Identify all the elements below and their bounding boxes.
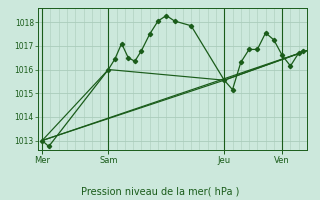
- Text: Pression niveau de la mer( hPa ): Pression niveau de la mer( hPa ): [81, 186, 239, 196]
